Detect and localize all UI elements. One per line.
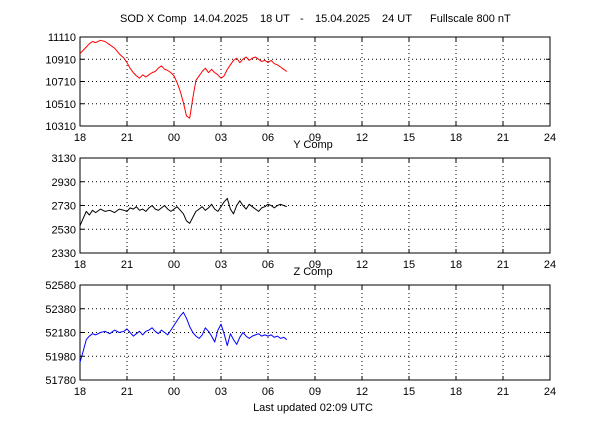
x-tick-label: 18 bbox=[450, 386, 462, 398]
chart-panel-1: 18 21 00 03 06 09 12 15 18 21 24 10310 10510 10710 109… bbox=[45, 32, 556, 144]
series-line bbox=[79, 197, 287, 226]
x-tick-label: 21 bbox=[121, 386, 133, 398]
x-tick-label: 12 bbox=[356, 132, 368, 144]
x-tick-label: 18 bbox=[450, 132, 462, 144]
x-tick-label: 06 bbox=[262, 386, 274, 398]
x-tick-label: 09 bbox=[309, 132, 321, 144]
chart-panel-2: 18 21 00 03 06 09 12 15 18 21 24 2330 2530 2730 2930 31… bbox=[52, 139, 557, 271]
y-tick-label: 11110 bbox=[48, 32, 76, 44]
x-tick-label: 18 bbox=[450, 259, 462, 271]
x-tick-label: 00 bbox=[168, 259, 180, 271]
x-tick-label: 21 bbox=[121, 132, 133, 144]
x-tick-label: 12 bbox=[356, 259, 368, 271]
x-tick-label: 15 bbox=[403, 259, 415, 271]
y-tick-label: 10510 bbox=[45, 99, 76, 111]
header-fullscale: Fullscale 800 nT bbox=[430, 13, 511, 25]
y-tick-label: 2730 bbox=[52, 201, 76, 213]
y-tick-label: 10710 bbox=[45, 77, 76, 89]
header-start-hour: 18 UT bbox=[260, 13, 290, 25]
series-line bbox=[79, 39, 288, 119]
y-tick-label: 51780 bbox=[45, 375, 76, 387]
header-station: SOD X Comp bbox=[120, 13, 187, 25]
y-tick-label: 2530 bbox=[52, 224, 76, 236]
x-tick-label: 00 bbox=[168, 386, 180, 398]
x-tick-label: 15 bbox=[403, 386, 415, 398]
x-tick-label: 12 bbox=[356, 386, 368, 398]
x-tick-label: 24 bbox=[544, 132, 556, 144]
header-start-date: 14.04.2025 bbox=[193, 13, 248, 25]
plot-frame bbox=[79, 157, 551, 254]
x-tick-label: 18 bbox=[74, 259, 86, 271]
x-tick-label: 03 bbox=[215, 259, 227, 271]
x-tick-label: 03 bbox=[215, 132, 227, 144]
y-tick-label: 52180 bbox=[45, 328, 76, 340]
chart-panels: 18 21 00 03 06 09 12 15 18 21 24 10310 10510 10710 109… bbox=[45, 32, 556, 398]
x-tick-label: 18 bbox=[74, 386, 86, 398]
x-tick-label: 21 bbox=[497, 386, 509, 398]
y-tick-label: 10310 bbox=[45, 121, 76, 133]
x-tick-label: 21 bbox=[497, 132, 509, 144]
x-tick-label: 15 bbox=[403, 132, 415, 144]
y-tick-label: 51980 bbox=[45, 351, 76, 363]
y-tick-label: 52380 bbox=[45, 304, 76, 316]
y-tick-label: 2330 bbox=[52, 248, 76, 260]
chart-panel-3: 18 21 00 03 06 09 12 15 18 21 24 51780 51980 52180 523… bbox=[45, 266, 556, 398]
plot-frame bbox=[79, 284, 551, 381]
x-tick-label: 24 bbox=[544, 259, 556, 271]
header-end-hour: 24 UT bbox=[382, 13, 412, 25]
x-tick-label: 03 bbox=[215, 386, 227, 398]
x-tick-label: 09 bbox=[309, 386, 321, 398]
x-tick-label: 21 bbox=[497, 259, 509, 271]
header-end-date: 15.04.2025 bbox=[315, 13, 370, 25]
x-tick-label: 09 bbox=[309, 259, 321, 271]
x-tick-label: 06 bbox=[262, 132, 274, 144]
panel-title: Y Comp bbox=[293, 139, 333, 151]
y-tick-label: 10910 bbox=[45, 54, 76, 66]
y-tick-label: 52580 bbox=[45, 280, 76, 292]
header-dash: - bbox=[300, 13, 304, 25]
panel-title: Z Comp bbox=[293, 266, 332, 278]
x-tick-label: 06 bbox=[262, 259, 274, 271]
series-line bbox=[79, 311, 288, 363]
last-updated-text: Last updated 02:09 UTC bbox=[253, 402, 373, 414]
x-tick-label: 24 bbox=[544, 386, 556, 398]
y-tick-label: 2930 bbox=[52, 177, 76, 189]
y-tick-label: 3130 bbox=[52, 153, 76, 165]
x-tick-label: 00 bbox=[168, 132, 180, 144]
x-tick-label: 21 bbox=[121, 259, 133, 271]
x-tick-label: 18 bbox=[74, 132, 86, 144]
